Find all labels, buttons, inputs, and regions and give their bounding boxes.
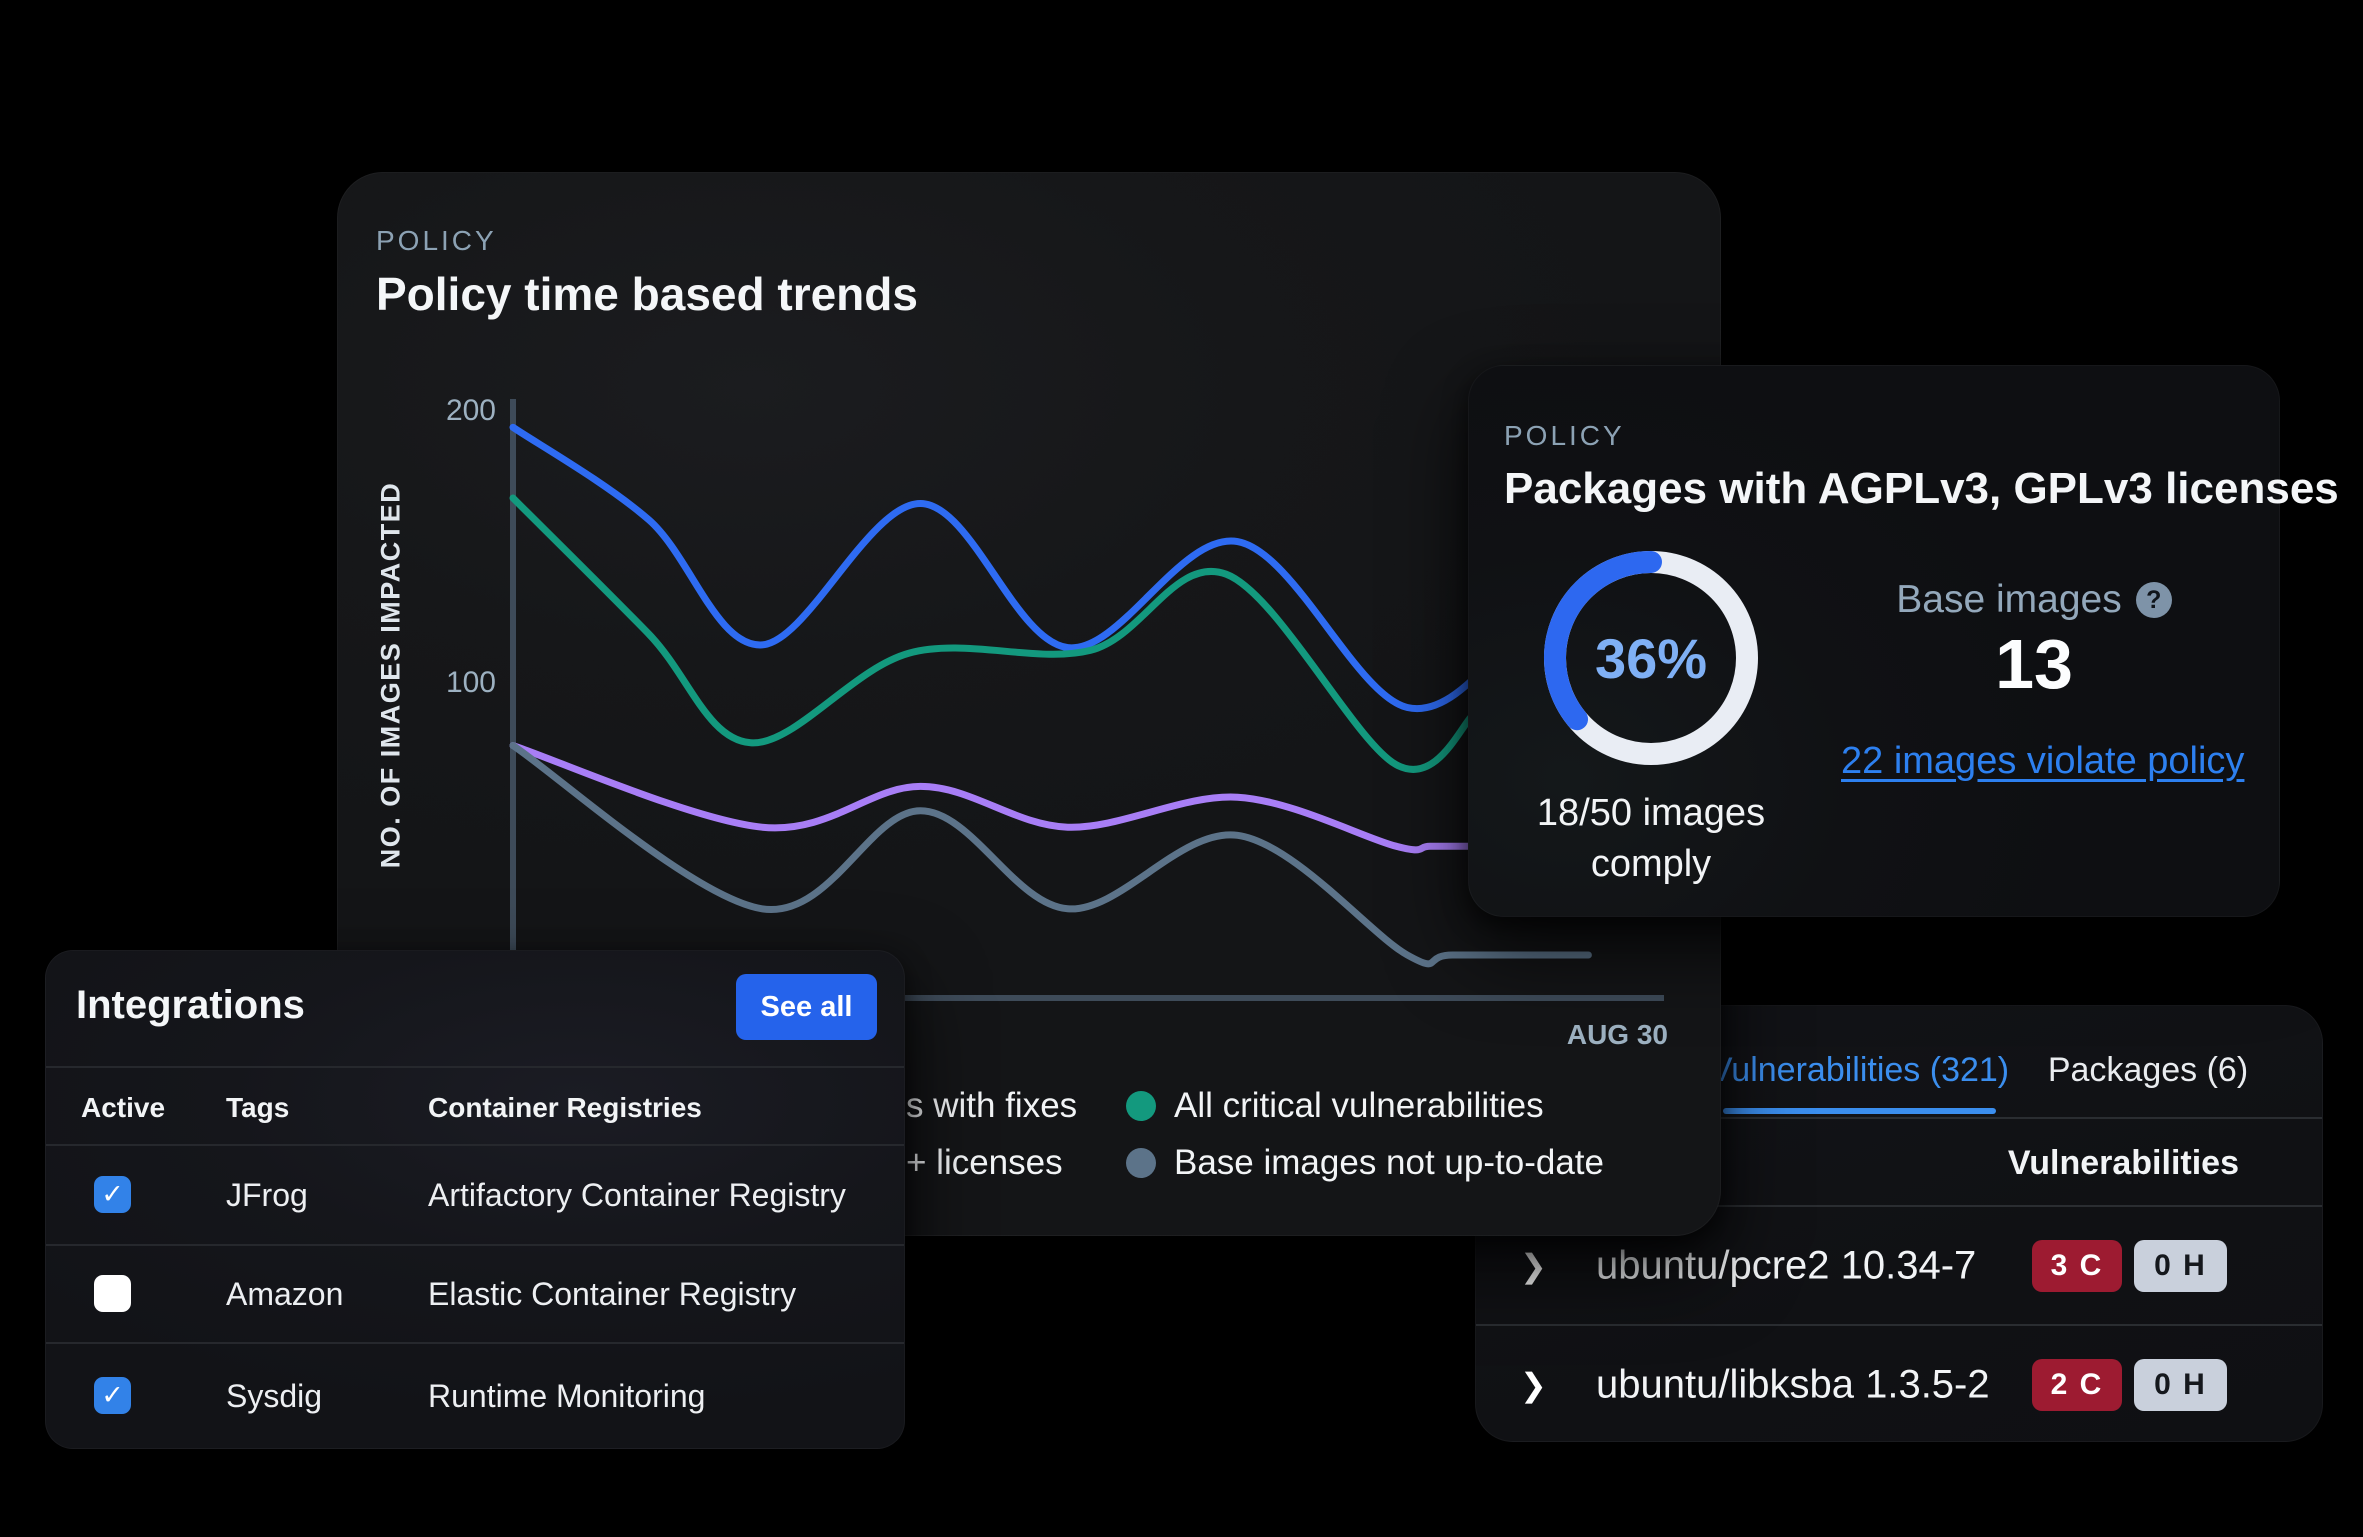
check-icon: ✓ [101, 1179, 124, 1209]
table-row: ✓ JFrog Artifactory Container Registry [46, 1144, 904, 1244]
legend-label: s with fixes [906, 1086, 1078, 1125]
package-name: ubuntu/libksba 1.3.5-2 [1596, 1362, 1990, 1406]
legend-item: + licenses [906, 1140, 1063, 1186]
registry-cell: Elastic Container Registry [428, 1276, 797, 1312]
high-count-badge: 0 H [2134, 1358, 2227, 1411]
registry-cell: Artifactory Container Registry [428, 1177, 846, 1213]
divider [46, 1244, 904, 1246]
donut-caption: 18/50 images comply [1491, 788, 1811, 890]
tag-cell: JFrog [226, 1177, 308, 1213]
violate-policy-link[interactable]: 22 images violate policy [1841, 740, 2245, 782]
column-header-registries: Container Registries [428, 1092, 702, 1123]
integrations-card: Integrations See all Active Tags Contain… [45, 950, 905, 1449]
divider [1476, 1205, 2322, 1207]
card-title: Integrations [76, 983, 305, 1027]
active-tab-underline [1723, 1108, 1996, 1114]
active-checkbox[interactable]: ✓ [94, 1275, 131, 1312]
divider [1476, 1117, 2322, 1119]
tab-vulnerabilities[interactable]: Vulnerabilities (321) [1709, 1050, 2010, 1089]
table-row[interactable]: ❯ ubuntu/pcre2 10.34-7 3 C 0 H [1476, 1207, 2322, 1324]
divider [46, 1342, 904, 1344]
registry-cell: Runtime Monitoring [428, 1378, 706, 1414]
y-tick-100: 100 [445, 666, 496, 699]
help-icon[interactable]: ? [2135, 582, 2172, 618]
critical-count-badge: 3 C [2032, 1239, 2122, 1292]
card-eyebrow: POLICY [1504, 420, 1625, 451]
column-header-tags: Tags [226, 1092, 290, 1123]
legend-label: + licenses [906, 1143, 1063, 1182]
package-name: ubuntu/pcre2 10.34-7 [1596, 1243, 1977, 1287]
chevron-right-icon[interactable]: ❯ [1520, 1247, 1547, 1284]
legend-item: s with fixes [906, 1083, 1077, 1129]
trend-line-green [509, 494, 1479, 773]
legend-item: All critical vulnerabilities [1126, 1083, 1544, 1129]
critical-count-badge: 2 C [2032, 1358, 2122, 1411]
donut-caption-line1: 18/50 images [1536, 792, 1766, 834]
donut-caption-line2: comply [1590, 843, 1712, 885]
table-row[interactable]: ❯ ubuntu/libksba 1.3.5-2 2 C 0 H [1476, 1326, 2322, 1443]
y-axis-title: NO. OF IMAGES IMPACTED [375, 481, 406, 869]
legend-item: Base images not up-to-date [1126, 1140, 1604, 1186]
high-count-badge: 0 H [2134, 1239, 2227, 1292]
stat-label: Base images [1896, 578, 2122, 621]
base-images-stat: Base images ? [1849, 578, 2219, 622]
legend-label: All critical vulnerabilities [1174, 1086, 1544, 1125]
license-policy-card: POLICY Packages with AGPLv3, GPLv3 licen… [1468, 365, 2339, 917]
base-images-count: 13 [1995, 625, 2073, 703]
see-all-button[interactable]: See all [736, 974, 877, 1040]
check-icon: ✓ [101, 1380, 124, 1410]
active-checkbox[interactable]: ✓ [94, 1176, 131, 1213]
divider [46, 1144, 904, 1146]
tag-cell: Sysdig [226, 1378, 323, 1414]
tab-packages[interactable]: Packages (6) [2047, 1050, 2249, 1089]
column-header-active: Active [81, 1092, 166, 1123]
table-row: ✓ Sysdig Runtime Monitoring [46, 1342, 904, 1448]
legend-dot [1126, 1148, 1156, 1178]
divider [46, 1066, 904, 1068]
trend-line-blue [509, 423, 1649, 713]
tag-cell: Amazon [226, 1276, 344, 1312]
vulnerabilities-card: Vulnerabilities (321) Packages (6) Vulne… [1475, 1005, 2323, 1442]
x-axis-end-label: AUG 30 [1566, 1019, 1668, 1050]
active-checkbox[interactable]: ✓ [94, 1377, 131, 1414]
legend-label: Base images not up-to-date [1174, 1143, 1604, 1182]
chevron-right-icon[interactable]: ❯ [1520, 1366, 1547, 1403]
table-row: ✓ Amazon Elastic Container Registry [46, 1244, 904, 1342]
donut-percent-label: 36% [1594, 626, 1708, 690]
divider [1476, 1324, 2322, 1326]
card-title: Packages with AGPLv3, GPLv3 licenses [1504, 464, 2339, 513]
vulnerabilities-column-header: Vulnerabilities [2007, 1144, 2239, 1182]
donut-arc [1544, 551, 1662, 731]
trend-line-slate [509, 742, 1592, 968]
compliance-donut-chart [1544, 551, 1758, 765]
card-eyebrow: POLICY [376, 225, 497, 256]
y-tick-200: 200 [445, 394, 496, 427]
trend-line-purple [509, 742, 1479, 854]
legend-dot [1126, 1091, 1156, 1121]
card-title: Policy time based trends [376, 268, 918, 320]
